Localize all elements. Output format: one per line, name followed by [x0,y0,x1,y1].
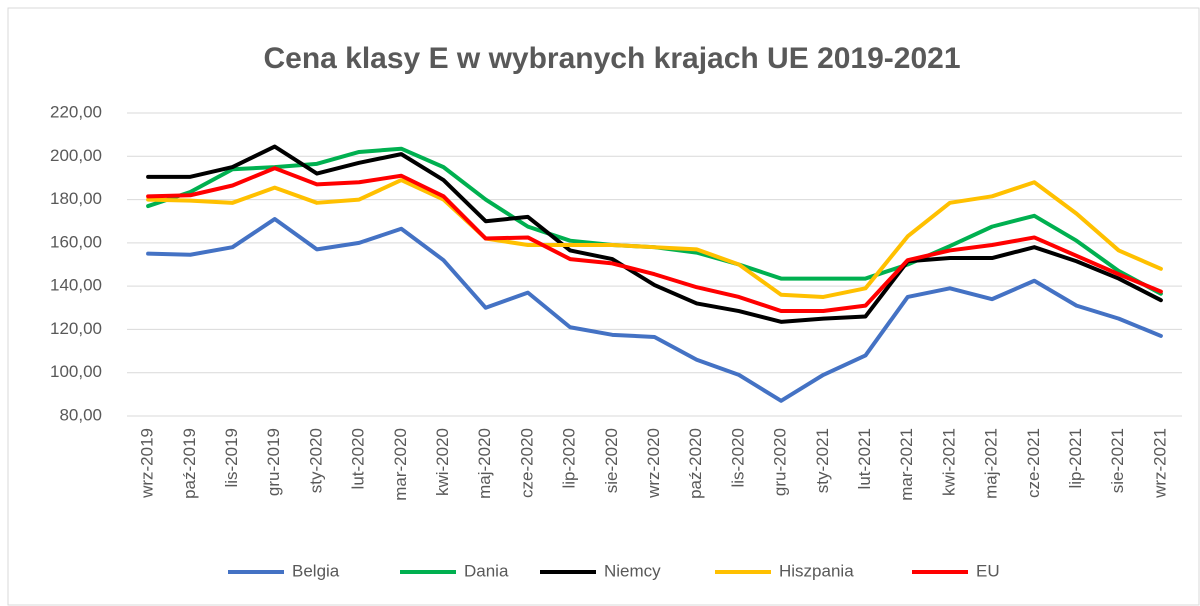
line-series [146,166,1163,314]
y-tick-label: 80,00 [59,405,102,424]
x-tick-label: lis-2020 [728,428,747,488]
legend-label: EU [976,561,1000,580]
x-tick-label: lis-2019 [222,428,241,488]
y-tick-label: 220,00 [50,102,102,121]
y-tick-label: 180,00 [50,189,102,208]
x-tick-label: paź-2019 [180,428,199,499]
chart-border [7,7,1200,606]
x-tick-label: sie-2020 [602,428,621,493]
x-tick-label: paź-2020 [686,428,705,499]
x-tick-label: wrz-2019 [138,428,157,499]
y-tick-label: 100,00 [50,362,102,381]
legend-label: Belgia [292,561,340,580]
x-tick-label: mar-2021 [897,428,916,501]
x-tick-label: cze-2020 [517,428,536,498]
x-tick-label: lut-2021 [855,428,874,489]
x-tick-label: gru-2020 [771,428,790,496]
legend-label: Niemcy [604,561,661,580]
x-tick-label: gru-2019 [264,428,283,496]
x-tick-label: maj-2020 [475,428,494,499]
x-tick-label: sie-2021 [1108,428,1127,493]
x-tick-label: wrz-2020 [644,428,663,499]
x-tick-label: lut-2020 [349,428,368,489]
x-tick-label: cze-2021 [1024,428,1043,498]
y-tick-label: 140,00 [50,276,102,295]
chart-title: Cena klasy E w wybranych krajach UE 2019… [263,42,960,75]
legend-label: Dania [464,561,509,580]
y-tick-label: 160,00 [50,232,102,251]
y-tick-label: 120,00 [50,319,102,338]
x-tick-label: wrz-2021 [1150,428,1169,499]
line-series [146,144,1163,324]
x-tick-label: mar-2020 [391,428,410,501]
line-series [146,217,1163,403]
y-tick-label: 200,00 [50,146,102,165]
x-tick-label: kwi-2020 [433,428,452,496]
x-tick-label: sty-2021 [813,428,832,493]
x-tick-label: sty-2020 [306,428,325,493]
x-tick-label: lip-2020 [560,428,579,489]
x-tick-label: kwi-2021 [939,428,958,496]
legend-label: Hiszpania [779,561,854,580]
x-tick-label: lip-2021 [1066,428,1085,489]
line-series [146,178,1163,299]
x-tick-label: maj-2021 [982,428,1001,499]
